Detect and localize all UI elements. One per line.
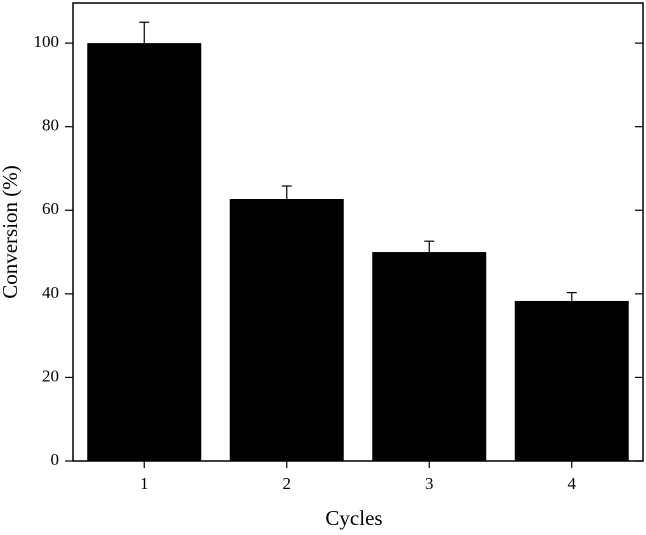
bar	[87, 43, 202, 461]
plot-frame	[72, 2, 644, 462]
y-tick-label: 0	[51, 450, 60, 469]
bar	[514, 300, 629, 461]
x-tick-label: 4	[568, 474, 577, 493]
y-tick-label: 20	[42, 366, 59, 385]
y-axis-label: Conversion (%)	[0, 165, 22, 299]
x-tick-label: 3	[425, 474, 434, 493]
x-axis-label: Cycles	[325, 506, 382, 530]
y-tick-label: 60	[42, 199, 59, 218]
x-tick-label: 2	[283, 474, 292, 493]
x-tick-label: 1	[140, 474, 149, 493]
bar	[372, 252, 487, 461]
y-tick-label: 100	[34, 32, 60, 51]
y-tick-label: 80	[42, 116, 59, 135]
bar	[229, 198, 344, 461]
y-tick-label: 40	[42, 283, 59, 302]
